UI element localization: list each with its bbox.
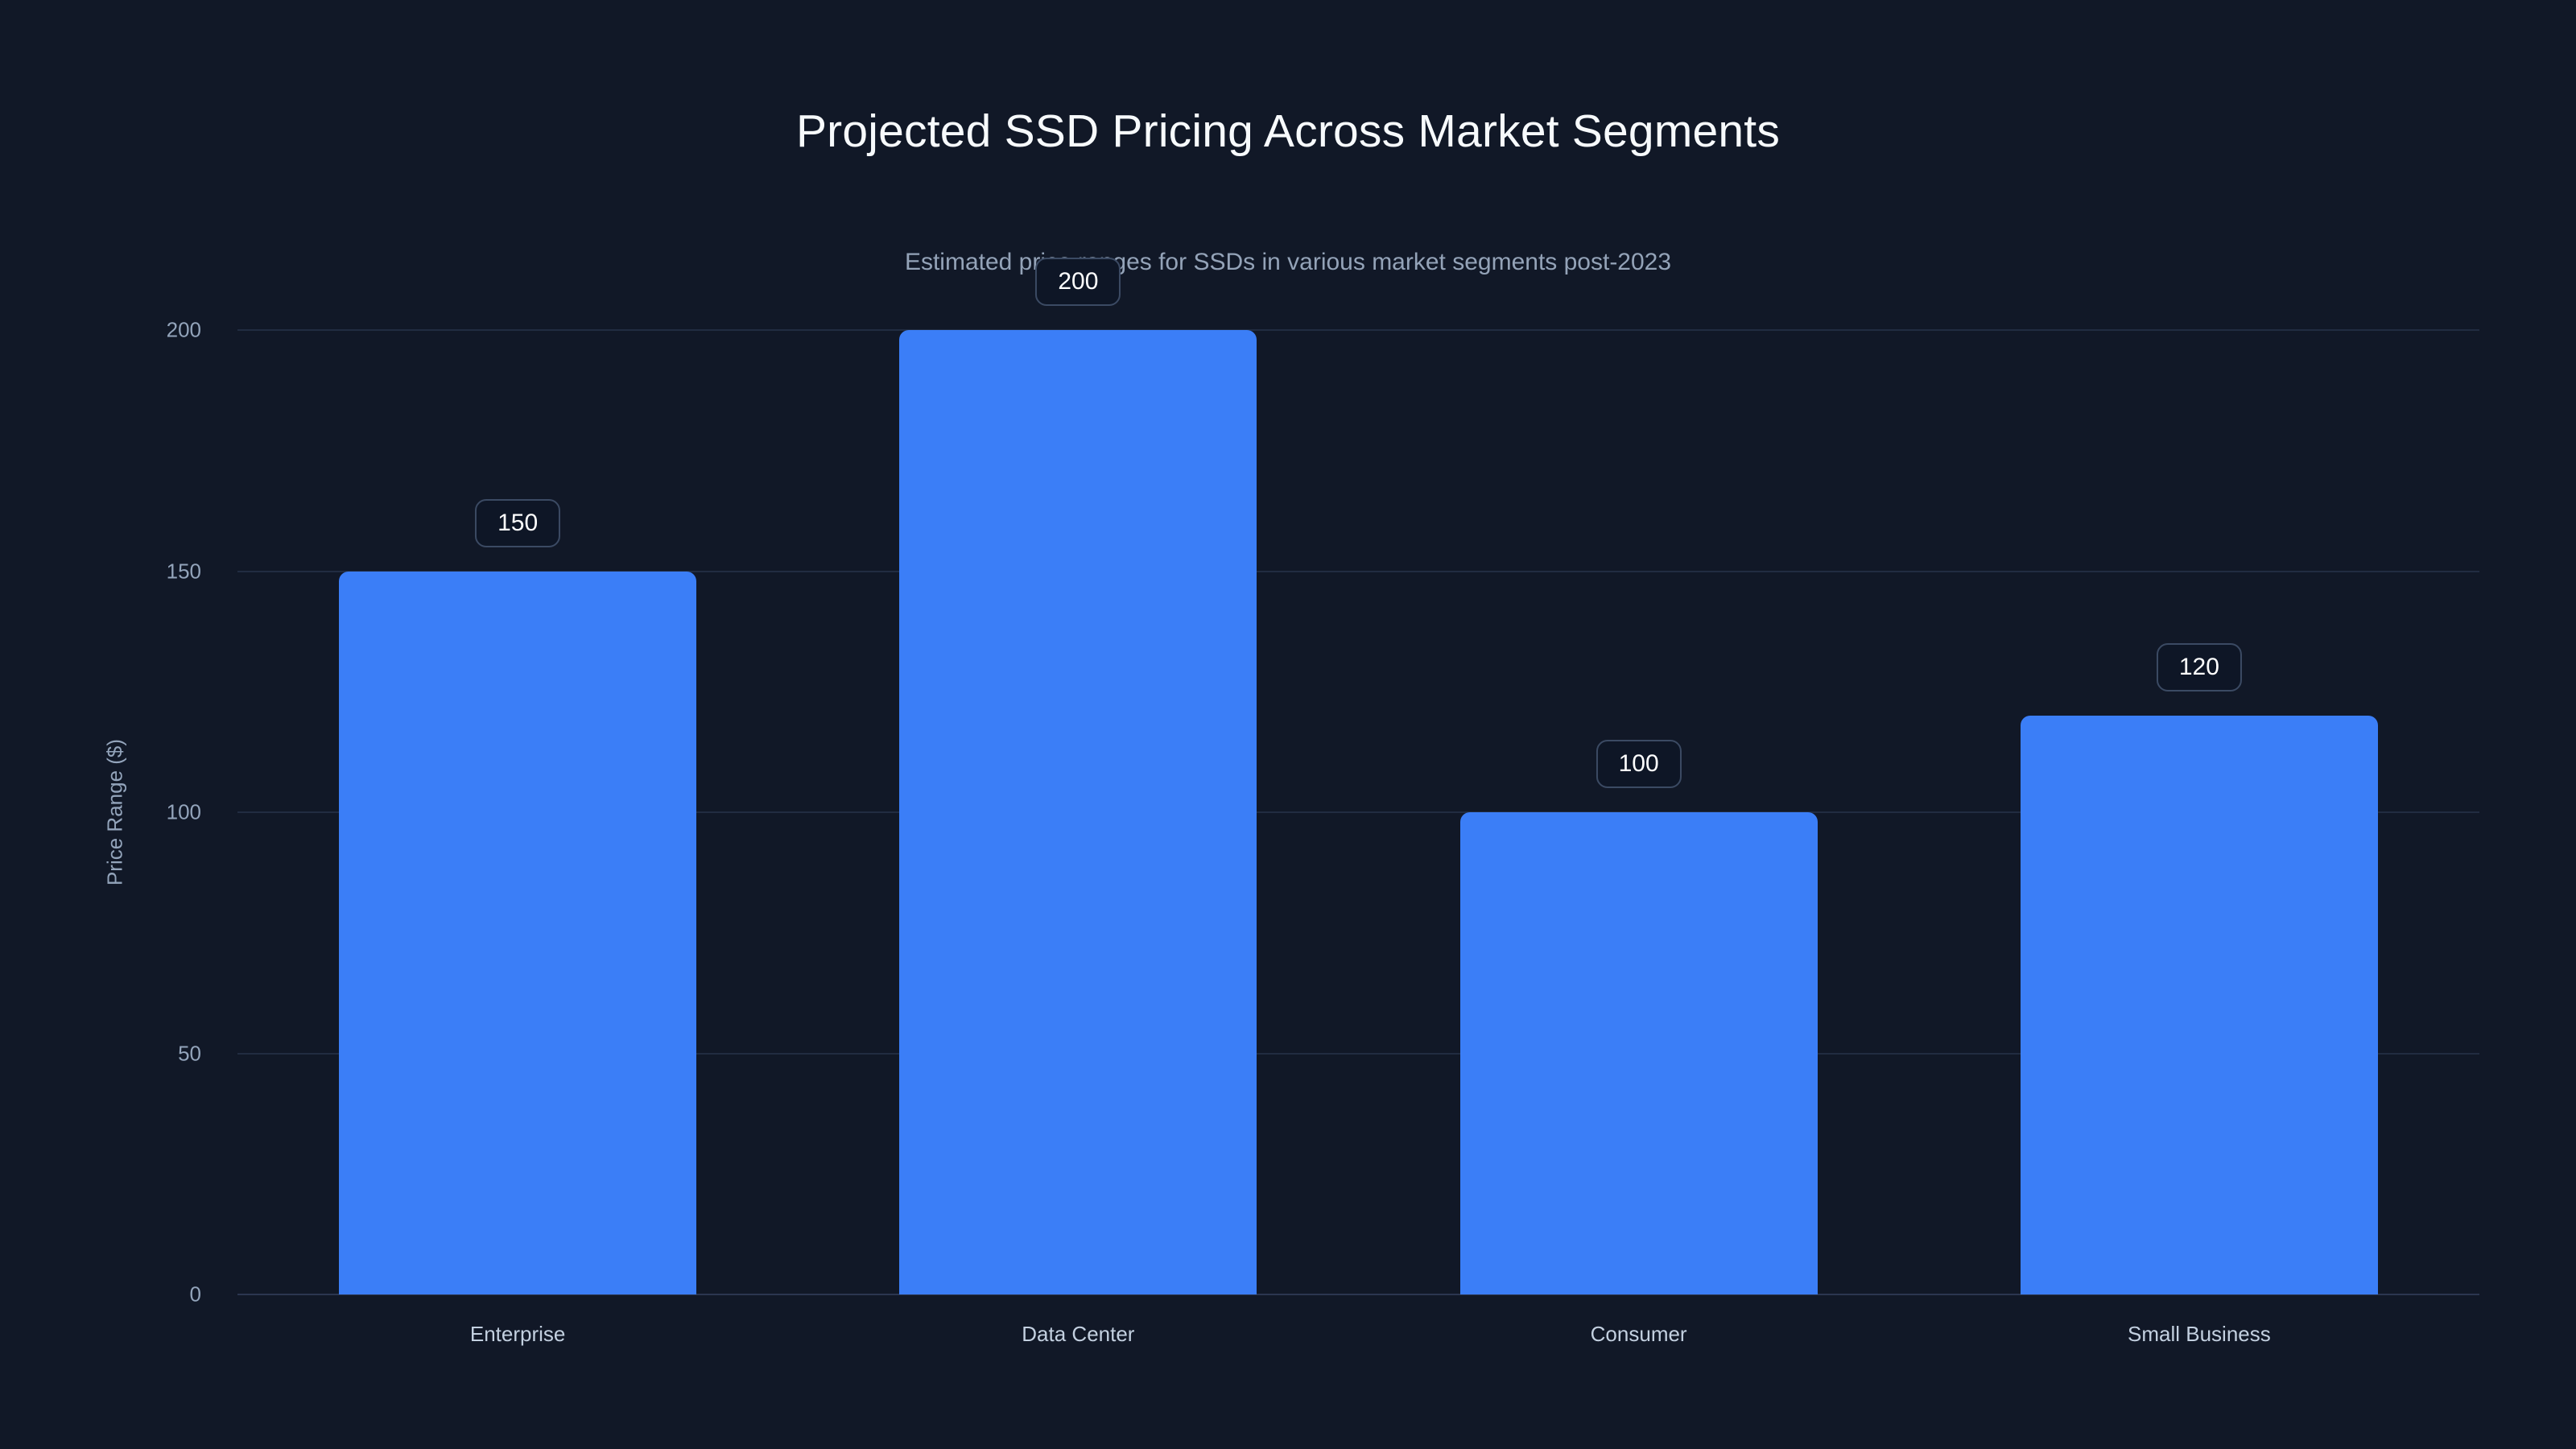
chart-title: Projected SSD Pricing Across Market Segm… bbox=[795, 105, 1781, 157]
gridline bbox=[237, 811, 2479, 813]
gridline bbox=[237, 329, 2479, 331]
chart-subtitle: Estimated price ranges for SSDs in vario… bbox=[904, 249, 1672, 275]
y-axis-tick-label: 50 bbox=[178, 1041, 201, 1065]
y-axis-tick-label: 200 bbox=[166, 317, 201, 342]
x-axis-tick-label: Enterprise bbox=[469, 1322, 566, 1346]
x-axis-tick-label: Small Business bbox=[2128, 1322, 2271, 1346]
bar[interactable] bbox=[1459, 812, 1818, 1294]
bar-value-label: 150 bbox=[475, 498, 561, 547]
bar-value-label: 120 bbox=[2156, 643, 2242, 692]
x-axis-tick-label: Consumer bbox=[1590, 1322, 1687, 1346]
bar-value-label: 100 bbox=[1596, 740, 1682, 788]
y-axis-tick-label: 150 bbox=[166, 559, 201, 583]
y-axis-tick-label: 0 bbox=[189, 1282, 201, 1307]
x-axis-tick-label: Data Center bbox=[1022, 1322, 1135, 1346]
y-axis-tick-label: 100 bbox=[166, 799, 201, 824]
bar[interactable] bbox=[2020, 716, 2378, 1294]
bar[interactable] bbox=[899, 330, 1257, 1294]
bar[interactable] bbox=[339, 571, 697, 1294]
gridline bbox=[237, 1294, 2479, 1295]
plot-area bbox=[237, 329, 2479, 1295]
gridline bbox=[237, 570, 2479, 572]
bar-value-label: 200 bbox=[1035, 258, 1121, 306]
gridline bbox=[237, 1052, 2479, 1055]
